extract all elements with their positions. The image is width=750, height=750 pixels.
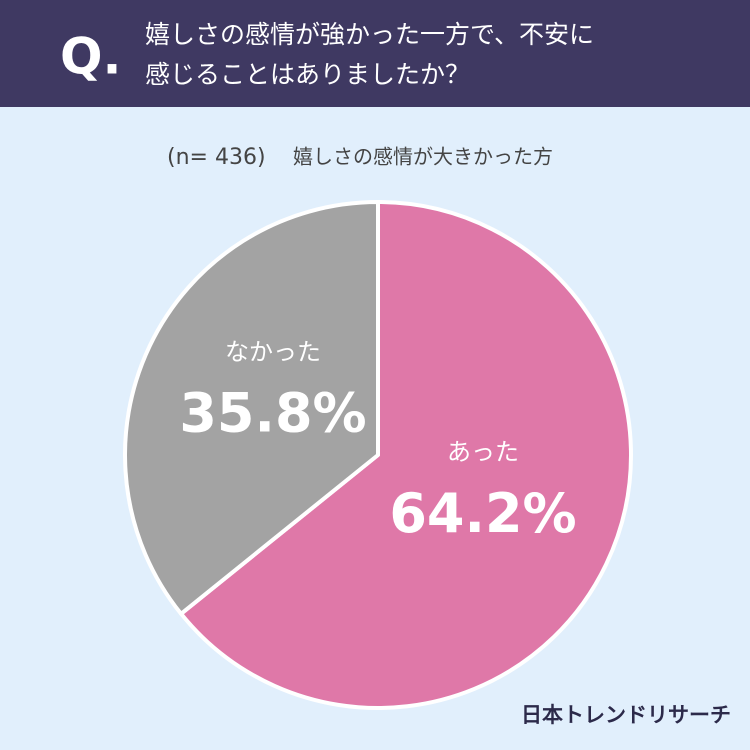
title-line: 感じることはありましたか？ bbox=[145, 60, 470, 89]
question-mark: Q. bbox=[60, 28, 122, 86]
sample-size: (n= 436) bbox=[167, 145, 266, 170]
slice-value: 64.2% bbox=[389, 482, 576, 545]
slice-value: 35.8% bbox=[179, 381, 366, 444]
subtitle: 嬉しさの感情が大きかった方 bbox=[293, 145, 553, 169]
title-line: 嬉しさの感情が強かった一方で、不安に bbox=[145, 20, 594, 49]
source: 日本トレンドリサーチ bbox=[521, 703, 731, 727]
header bbox=[0, 0, 750, 107]
pie-slice bbox=[179, 200, 633, 710]
slice-category: あった bbox=[447, 438, 519, 466]
slice-category: なかった bbox=[225, 338, 321, 366]
pie-slice bbox=[123, 200, 380, 616]
